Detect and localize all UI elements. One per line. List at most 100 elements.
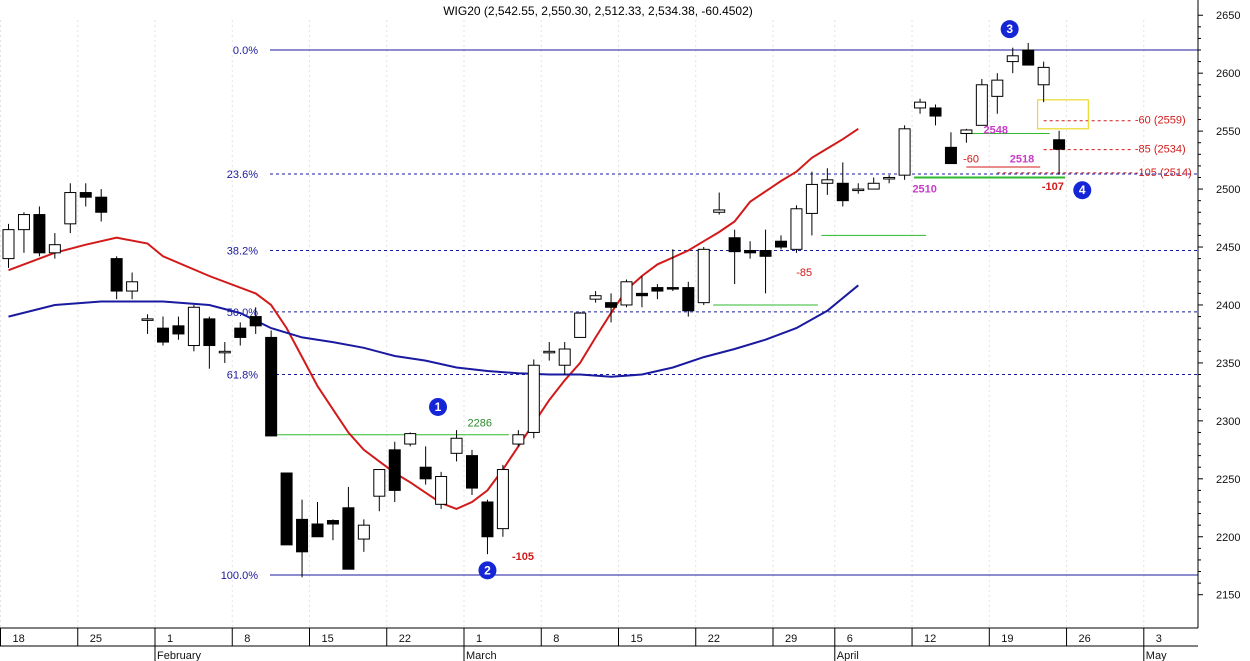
candle-body-22 <box>342 507 355 570</box>
candle-54 <box>836 162 849 207</box>
candle-body-27 <box>419 466 432 480</box>
candle-61 <box>944 132 957 165</box>
candle-body-55 <box>852 188 865 192</box>
candle-body-3 <box>48 244 61 254</box>
candle-55 <box>852 183 865 194</box>
wave-marker-circle-1 <box>429 397 448 416</box>
candle-1 <box>17 212 30 253</box>
month-label-3: May <box>1146 650 1167 661</box>
candle-body-40 <box>620 281 633 306</box>
candle-body-17 <box>265 336 278 437</box>
level-label-6: 2518 <box>1010 153 1034 165</box>
x-tick-label-7: 8 <box>553 633 559 645</box>
candle-49 <box>759 229 772 294</box>
candle-body-64 <box>991 79 1004 97</box>
candle-body-56 <box>867 182 880 190</box>
candle-body-68 <box>1053 139 1066 150</box>
y-tick-label-5: 2400 <box>1216 300 1240 312</box>
x-tick-label-15: 3 <box>1156 633 1162 645</box>
candle-body-67 <box>1037 66 1050 86</box>
candle-body-50 <box>775 240 787 248</box>
x-tick-label-5: 22 <box>399 633 411 645</box>
candle-41 <box>635 275 648 308</box>
candle-body-24 <box>373 469 386 497</box>
candle-60 <box>929 104 942 126</box>
candle-33 <box>512 430 525 447</box>
candle-body-10 <box>157 327 169 343</box>
y-tick-label-7: 2500 <box>1216 184 1240 196</box>
candle-body-23 <box>357 524 370 540</box>
candle-body-38 <box>589 295 602 300</box>
y-tick-label-9: 2600 <box>1216 68 1240 80</box>
x-tick-label-6: 1 <box>476 633 482 645</box>
x-tick-label-3: 8 <box>244 633 250 645</box>
wave-marker-label-4: 4 <box>1079 183 1086 197</box>
fib-label-0: 0.0% <box>233 45 258 57</box>
target-label-2: -105 (2514) <box>1135 167 1192 179</box>
candle-32 <box>496 464 509 537</box>
fib-label-4: 61.8% <box>227 370 258 382</box>
fib-label-3: 50.0% <box>227 307 258 319</box>
candle-38 <box>589 291 602 303</box>
candle-body-59 <box>914 101 927 109</box>
candle-65 <box>1006 47 1019 74</box>
x-tick-label-8: 15 <box>631 633 643 645</box>
candle-57 <box>883 175 896 184</box>
candle-body-14 <box>218 350 231 354</box>
candle-44 <box>682 281 695 317</box>
candle-9 <box>141 314 154 334</box>
moving-average-line-2 <box>8 284 859 378</box>
candle-16 <box>249 307 262 334</box>
candle-40 <box>620 279 633 308</box>
y-tick-label-8: 2550 <box>1216 126 1240 138</box>
wave-marker-label-2: 2 <box>484 563 491 577</box>
candle-body-11 <box>172 325 185 335</box>
candle-body-25 <box>388 449 401 491</box>
candles <box>2 43 1066 578</box>
candle-body-18 <box>280 472 293 546</box>
candle-21 <box>326 519 339 541</box>
candle-23 <box>357 519 370 552</box>
support-lines <box>265 132 1066 436</box>
candle-body-31 <box>481 501 494 538</box>
candle-body-45 <box>697 248 710 304</box>
candle-63 <box>975 78 988 126</box>
x-tick-label-11: 6 <box>847 633 853 645</box>
candle-body-51 <box>790 208 803 250</box>
candle-28 <box>435 471 448 509</box>
candle-5 <box>79 183 92 207</box>
candle-body-37 <box>574 312 587 338</box>
x-tick-label-4: 15 <box>322 633 334 645</box>
candle-15 <box>234 322 247 346</box>
candle-25 <box>388 441 401 502</box>
candle-17 <box>265 330 278 437</box>
y-tick-label-1: 2200 <box>1216 532 1240 544</box>
candle-body-52 <box>805 183 818 214</box>
candle-body-35 <box>543 350 556 354</box>
level-label-5: 2548 <box>984 124 1008 136</box>
candle-18 <box>280 472 293 546</box>
candle-body-60 <box>929 107 942 117</box>
candle-29 <box>450 430 463 462</box>
month-label-0: February <box>157 650 202 661</box>
candle-52 <box>805 171 818 236</box>
wave-marker-circle-3 <box>1000 20 1019 39</box>
y-tick-label-3: 2300 <box>1216 416 1240 428</box>
candle-4 <box>64 183 77 234</box>
candle-body-53 <box>821 179 834 184</box>
x-tick-label-10: 29 <box>785 633 797 645</box>
candle-0 <box>2 223 15 268</box>
candle-12 <box>187 304 200 352</box>
candle-45 <box>697 247 710 305</box>
candle-body-44 <box>682 287 695 312</box>
level-label-0: 2286 <box>467 418 491 430</box>
candle-3 <box>48 233 61 259</box>
candle-46 <box>713 192 726 215</box>
level-label-4: -107 <box>1042 181 1064 193</box>
candle-22 <box>342 486 355 570</box>
candle-body-7 <box>110 258 123 292</box>
candle-body-61 <box>944 146 957 165</box>
chart-title: WIG20 (2,542.55, 2,550.30, 2,512.33, 2,5… <box>443 4 753 18</box>
candle-body-46 <box>713 209 726 213</box>
